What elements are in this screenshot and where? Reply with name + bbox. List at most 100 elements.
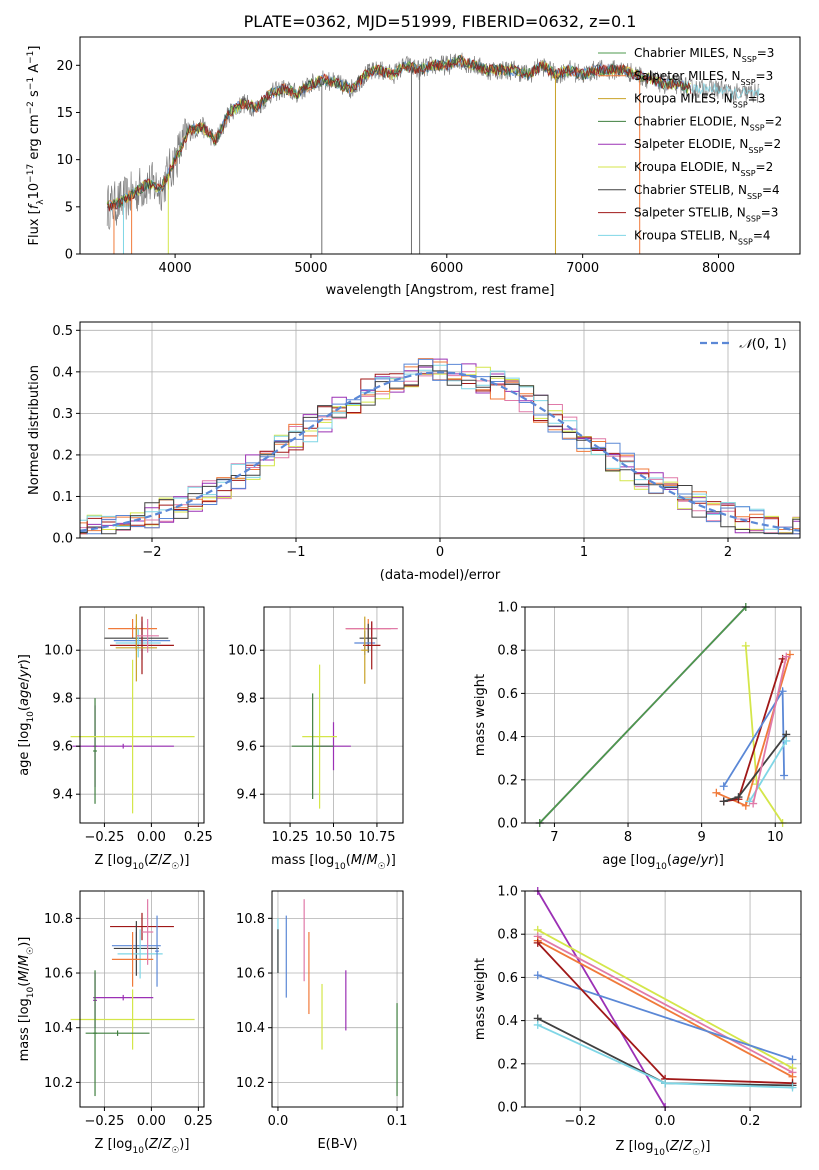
y-tick-label: 0.8 [497, 928, 518, 943]
y-tick-label: 10.0 [228, 644, 257, 659]
legend-label: Chabrier ELODIE, NSSP=2 [634, 114, 782, 131]
legend-label: Kroupa STELIB, NSSP=4 [634, 228, 771, 246]
legend-label: Salpeter STELIB, NSSP=3 [634, 206, 778, 224]
x-axis-label: Z [log10(Z/Z☉)] [95, 853, 190, 872]
y-tick-label: 0.4 [497, 730, 518, 745]
x-axis-label: mass [log10(M/M☉)] [271, 853, 396, 872]
x-tick-label: 8 [624, 830, 632, 845]
mass-weight-marker [719, 797, 728, 806]
x-tick-label: 6000 [430, 261, 463, 276]
x-tick-label: 9 [697, 830, 705, 845]
mass_vs_ebv-panel: 0.0 0.1 10.2 10.4 10.6 10.8 E(B-V) [236, 890, 408, 1152]
x-axis-label: E(B-V) [317, 1137, 357, 1152]
y-tick-label: 15 [56, 106, 73, 121]
legend-label: Chabrier STELIB, NSSP=4 [634, 183, 780, 201]
y-axis-label: mass weight [473, 958, 488, 1040]
y-tick-label: 0.2 [52, 448, 73, 463]
axes-frame [271, 890, 404, 1108]
age_vs_mass-panel: 10.25 10.50 10.75 9.4 9.6 9.8 10.0 mass [log10(… [228, 606, 404, 872]
histogram-series [80, 358, 800, 532]
mass-weight-marker [533, 938, 542, 947]
mass-weight-line [537, 935, 793, 1074]
y-tick-label: 0.2 [497, 1057, 518, 1072]
y-tick-label: 10.6 [236, 967, 265, 982]
y-tick-label: 9.4 [236, 788, 257, 803]
x-tick-label: 0.0 [655, 1114, 676, 1129]
x-axis-label: (data-model)/error [380, 568, 501, 583]
mass-weight-marker [719, 782, 728, 791]
y-axis-label: mass weight [473, 674, 488, 756]
y-tick-label: 10.4 [236, 1021, 265, 1036]
mass_vs_Z-panel: −0.25 0.00 0.25 10.2 10.4 10.6 10.8 Z [log10(Z/… [17, 890, 213, 1156]
legend-label: Chabrier MILES, NSSP=3 [634, 46, 774, 64]
mass-weight-marker [661, 1079, 670, 1088]
x-tick-label: 7000 [566, 261, 599, 276]
y-tick-label: 0.0 [52, 532, 73, 547]
y-tick-label: 0 [65, 248, 73, 263]
x-tick-label: −0.25 [85, 830, 125, 845]
mass-weight-line [536, 890, 666, 1108]
y-tick-label: 9.8 [236, 692, 257, 707]
y-tick-label: 5 [65, 200, 73, 215]
axes-frame [79, 890, 205, 1108]
mass-weight-marker [712, 788, 721, 797]
y-tick-label: 10.4 [44, 1021, 73, 1036]
x-tick-label: 10.75 [358, 830, 395, 845]
x-tick-label: 0.25 [184, 830, 213, 845]
legend-label: 𝒩(0, 1) [739, 337, 786, 352]
mass-weight-line [744, 645, 784, 824]
legend-label: Kroupa MILES, NSSP=3 [634, 92, 765, 110]
x-tick-label: 1 [580, 545, 588, 560]
y-tick-label: 9.6 [52, 740, 73, 755]
y-tick-label: 1.0 [497, 601, 518, 616]
x-tick-label: 10 [767, 830, 784, 845]
y-tick-label: 10 [56, 153, 73, 168]
x-tick-label: 0.1 [387, 1114, 408, 1129]
x-axis-label: Z [log10(Z/Z☉)] [616, 1139, 711, 1158]
x-tick-label: −0.2 [564, 1114, 596, 1129]
y-axis-label: mass [log10(M/M☉)] [17, 937, 36, 1062]
y-tick-label: 10.6 [44, 967, 73, 982]
y-tick-label: 0.8 [497, 644, 518, 659]
y-tick-label: 0.0 [497, 817, 518, 832]
y-tick-label: 0.0 [497, 1101, 518, 1116]
massweight_vs_age-panel: 7 8 9 10 0.0 0.2 0.4 0.6 0.8 1.0 mass weight age [l… [473, 601, 802, 872]
mass-weight-marker [788, 1055, 797, 1064]
normal-curve [80, 371, 800, 532]
mass-weight-marker [782, 736, 791, 745]
mass-weight-marker [734, 793, 743, 802]
y-tick-label: 0.2 [497, 773, 518, 788]
mass-weight-marker [788, 1083, 797, 1092]
x-tick-label: 10.50 [315, 830, 352, 845]
y-tick-label: 0.4 [497, 1014, 518, 1029]
y-tick-label: 0.6 [497, 687, 518, 702]
mass-weight-marker [741, 641, 750, 650]
y-tick-label: 10.2 [44, 1076, 73, 1091]
y-tick-label: 0.6 [497, 971, 518, 986]
y-axis-label: Normed distribution [27, 365, 42, 495]
axes-frame [524, 890, 802, 1108]
x-tick-label: 0.00 [137, 830, 166, 845]
y-axis-label: Flux [fλ10−17 erg cm−2 s−1 A−1] [26, 46, 46, 246]
y-axis-label: age [log10(age/yr)] [17, 654, 36, 776]
y-tick-label: 0.1 [52, 490, 73, 505]
mass-weight-marker [780, 771, 789, 780]
x-tick-label: 0.0 [268, 1114, 289, 1129]
spectrum-lines [106, 52, 760, 254]
histogram-series [80, 373, 800, 535]
histogram-series [80, 364, 800, 535]
x-tick-label: −2 [142, 545, 161, 560]
y-tick-label: 9.4 [52, 788, 73, 803]
residual_histogram-panel: −2 −1 0 1 2 0.0 0.1 0.2 0.3 0.4 0.5 (data-model)/er… [27, 321, 801, 583]
histogram-series [80, 365, 800, 535]
y-tick-label: 0.4 [52, 365, 73, 380]
x-tick-label: 5000 [294, 261, 327, 276]
x-tick-label: 0.00 [137, 1114, 166, 1129]
x-tick-label: 10.25 [271, 830, 308, 845]
mass-weight-marker [533, 971, 542, 980]
mass-weight-line [752, 656, 788, 804]
y-tick-label: 10.8 [44, 912, 73, 927]
y-tick-label: 9.8 [52, 692, 73, 707]
mass-weight-line [539, 606, 747, 824]
